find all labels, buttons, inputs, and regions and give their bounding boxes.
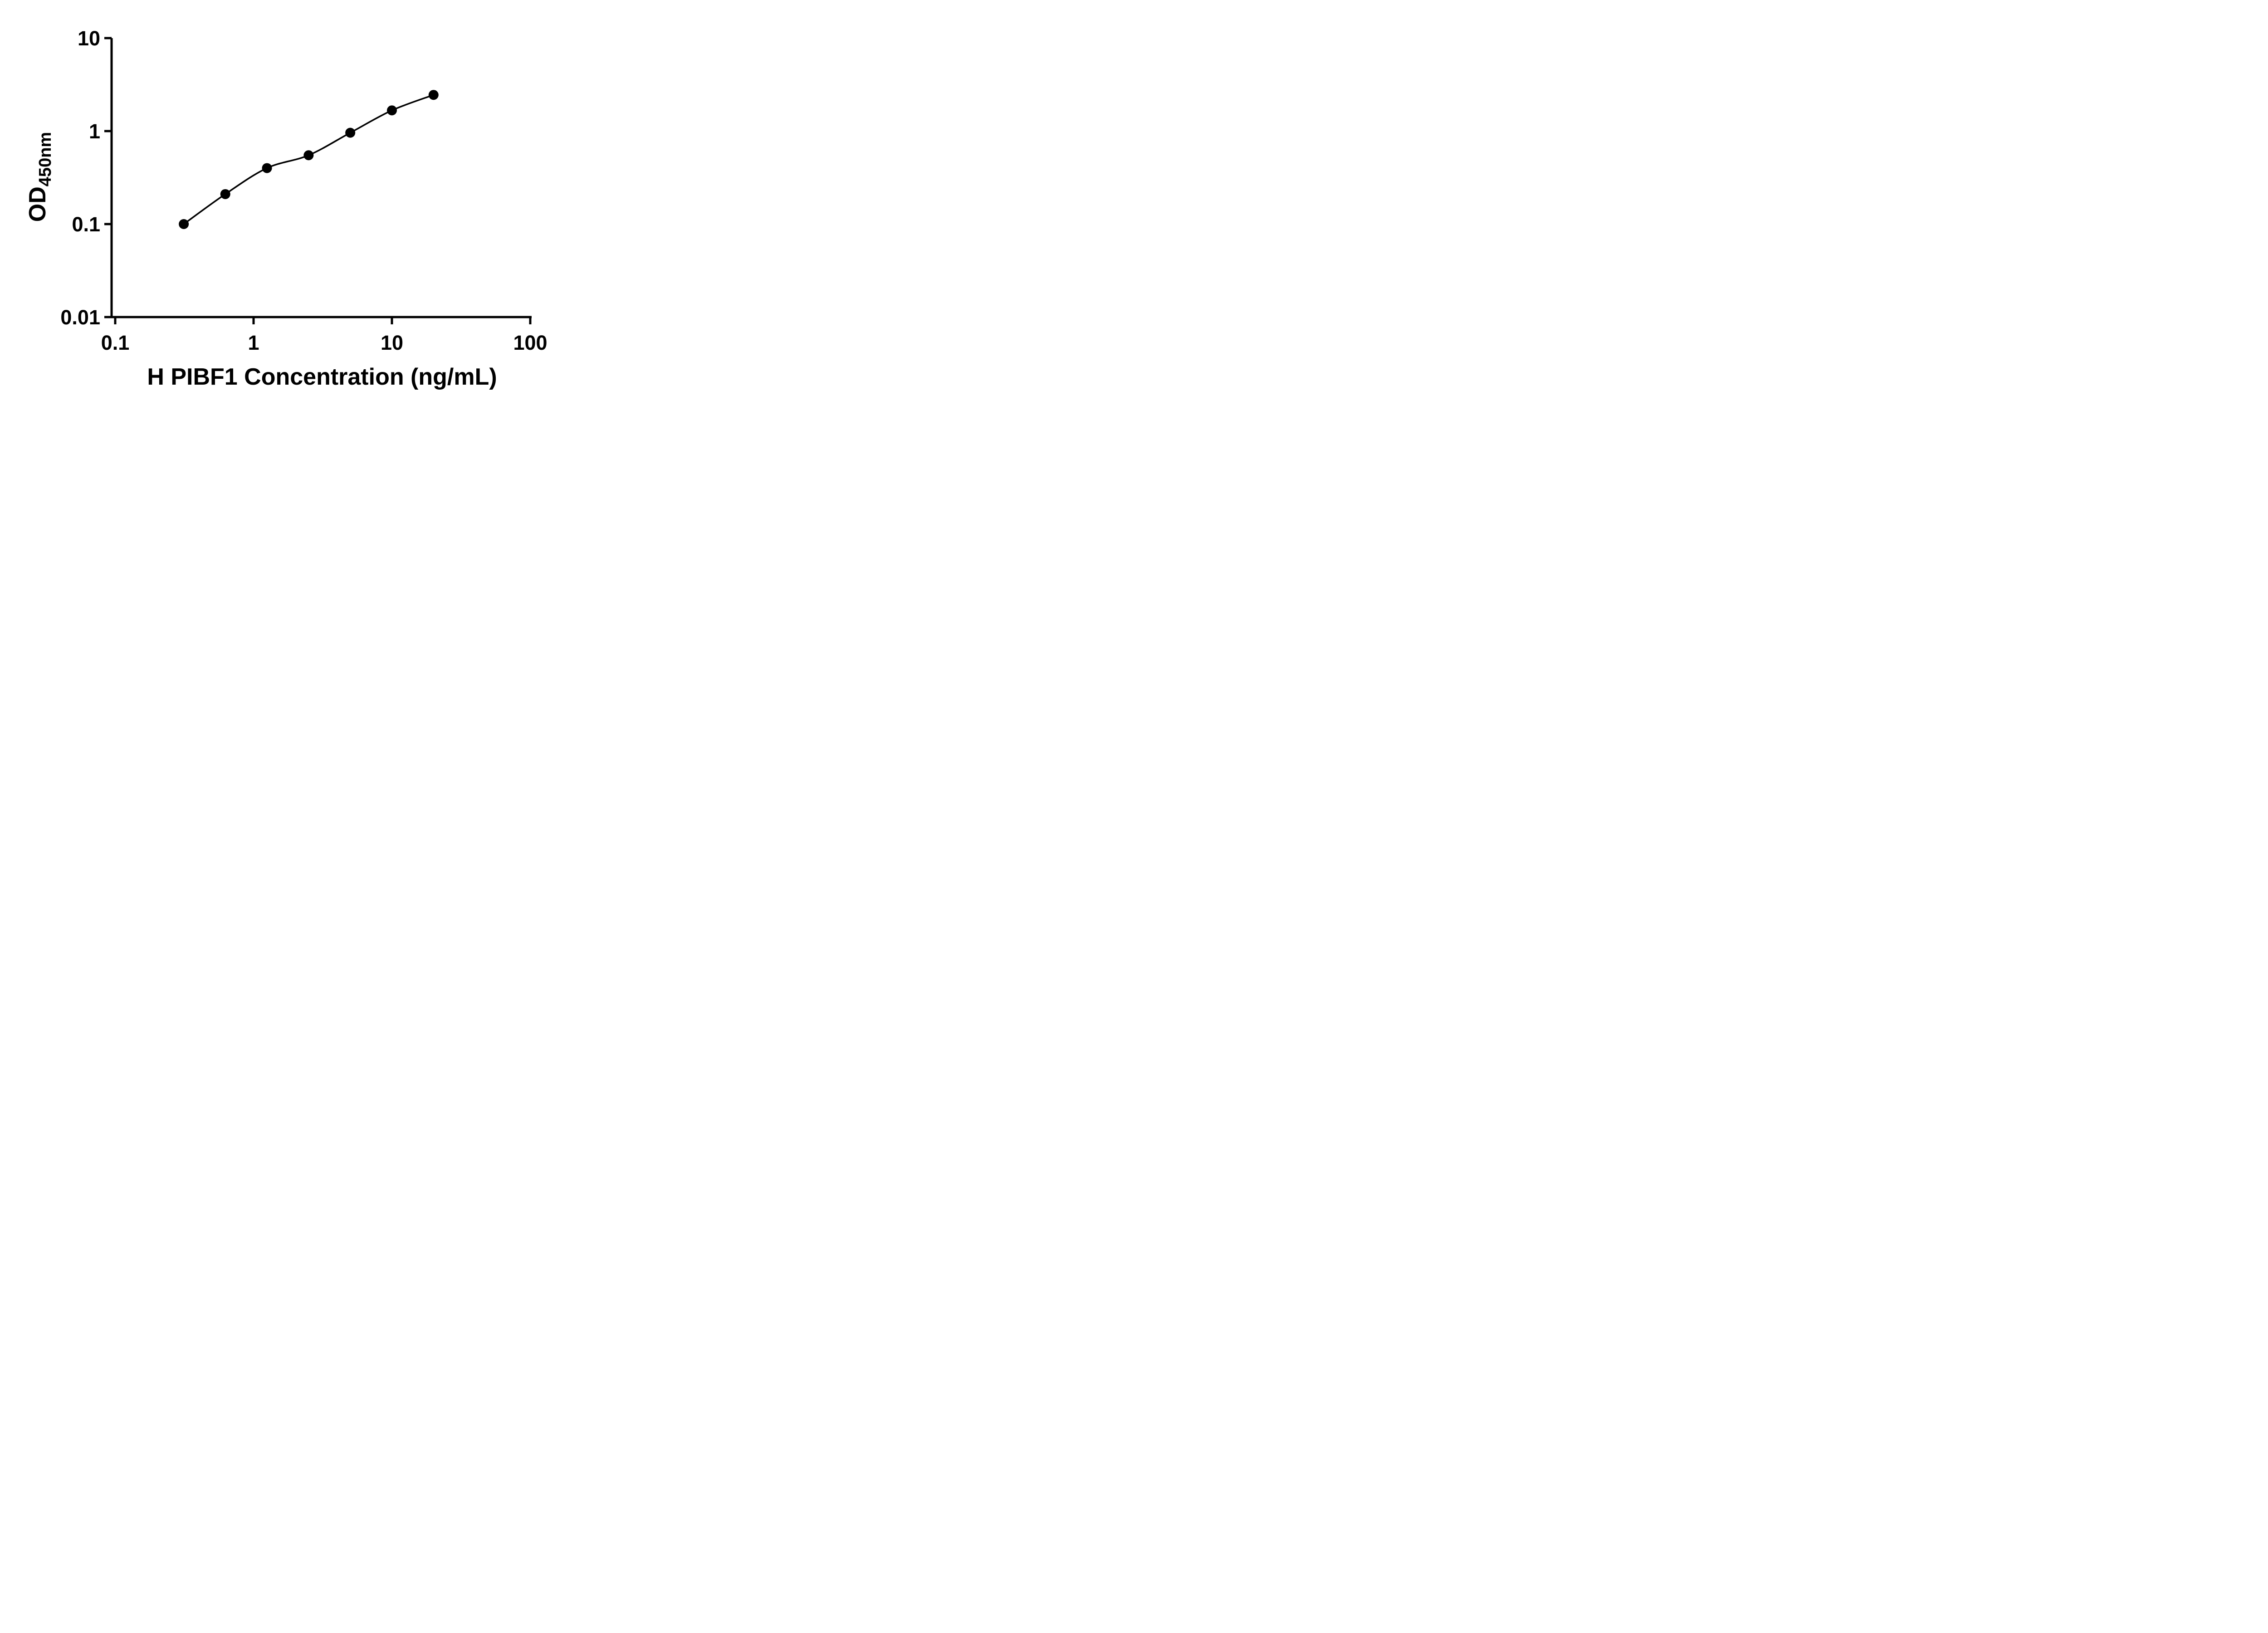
data-point [220, 189, 230, 199]
x-tick-label: 1 [248, 331, 259, 354]
y-tick-label: 10 [78, 27, 100, 50]
data-point [179, 219, 189, 229]
elisa-standard-curve-figure: 0.1 1 10 100 0.01 0.1 1 10 H PIBF1 Concentratio… [0, 0, 583, 408]
y-tick-label: 0.01 [60, 306, 100, 329]
y-axis-title-subscript: 450nm [36, 132, 55, 186]
data-point [303, 150, 314, 161]
x-tick-label: 10 [381, 331, 403, 354]
x-axis-title: H PIBF1 Concentration (ng/mL) [147, 364, 497, 390]
y-tick-label: 1 [89, 120, 100, 143]
data-point [345, 127, 356, 138]
y-tick-label: 0.1 [72, 213, 100, 236]
x-tick-label: 100 [513, 331, 547, 354]
y-axis-title: OD450nm [24, 132, 55, 222]
y-axis-title-main: OD [24, 186, 51, 222]
series-group [179, 90, 439, 229]
x-tick-label: 0.1 [101, 331, 130, 354]
data-point [428, 90, 439, 100]
data-point [387, 105, 397, 116]
data-point [262, 163, 272, 173]
